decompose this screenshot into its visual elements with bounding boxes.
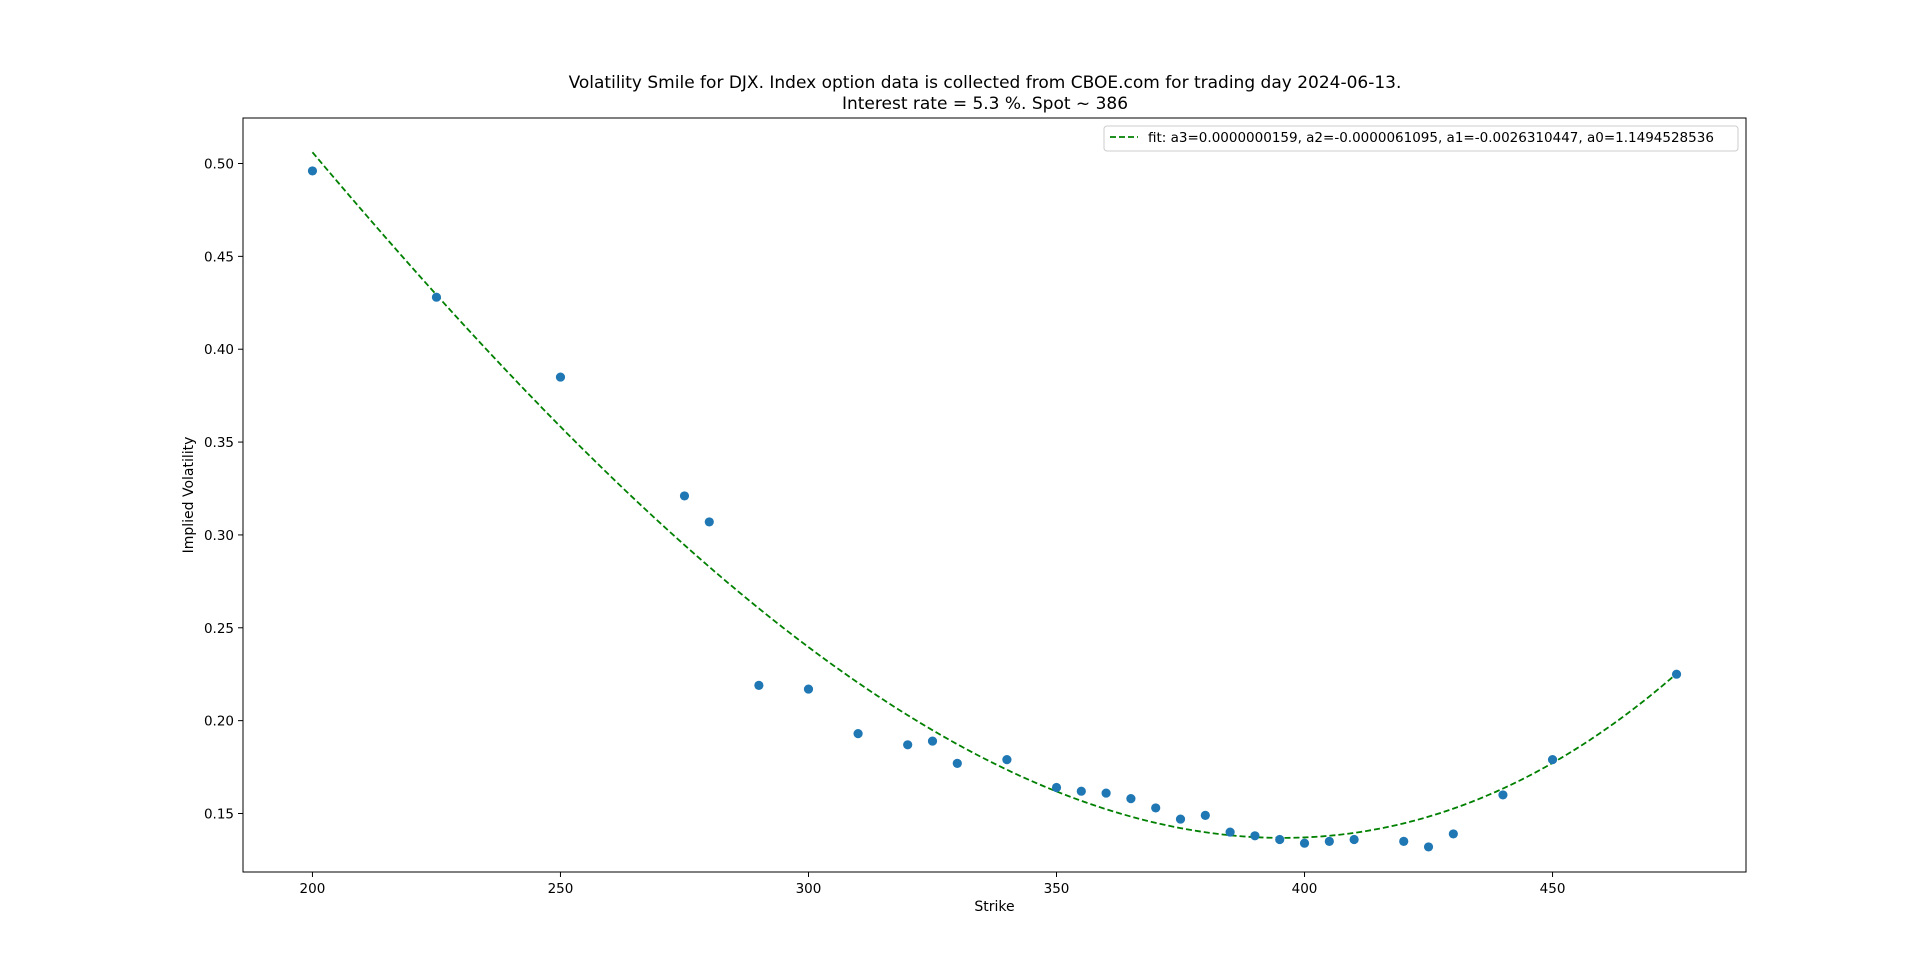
- legend-fit-label: fit: a3=0.0000000159, a2=-0.0000061095, …: [1148, 130, 1714, 146]
- x-tick-label: 200: [300, 881, 326, 897]
- data-point: [1250, 831, 1260, 841]
- data-point: [1051, 782, 1062, 793]
- chart-title-line-1: Volatility Smile for DJX. Index option d…: [569, 73, 1402, 93]
- data-point: [1101, 788, 1111, 798]
- y-tick-label: 0.15: [204, 807, 234, 823]
- y-tick-label: 0.45: [204, 249, 234, 265]
- data-point: [1299, 838, 1310, 848]
- data-point: [927, 736, 938, 746]
- data-point: [1324, 836, 1334, 846]
- fit-curve: [311, 151, 1678, 839]
- x-tick-label: 400: [1292, 881, 1318, 897]
- x-tick-label: 250: [548, 881, 574, 897]
- chart-title-line-2: Interest rate = 5.3 %. Spot ~ 386: [842, 94, 1128, 114]
- data-point: [679, 491, 690, 501]
- y-tick-label: 0.50: [204, 157, 234, 173]
- data-point: [1002, 755, 1012, 765]
- y-tick-label: 0.40: [204, 342, 234, 358]
- data-point: [1126, 794, 1136, 804]
- y-tick-label: 0.30: [204, 528, 234, 544]
- data-point: [1671, 669, 1682, 679]
- data-point: [1151, 803, 1161, 813]
- data-point: [1275, 834, 1285, 845]
- data-point: [1349, 834, 1359, 845]
- y-axis: 0.15 0.20 0.25 0.30 0.35 0.40 0.45 0.50: [204, 157, 243, 823]
- data-point: [1423, 842, 1434, 852]
- data-point: [1076, 786, 1086, 796]
- data-point: [952, 758, 962, 768]
- y-tick-label: 0.20: [204, 714, 234, 730]
- x-axis: 200 250 300 350 400 450: [300, 872, 1566, 897]
- data-point: [754, 680, 764, 690]
- legend-box: [1103, 125, 1739, 152]
- data-point: [431, 292, 442, 302]
- data-point: [1200, 810, 1210, 820]
- x-tick-label: 300: [796, 881, 822, 897]
- x-axis-label: Strike: [974, 899, 1014, 915]
- data-point: [903, 740, 913, 750]
- data-point: [1175, 814, 1186, 824]
- y-axis-label: Implied Volatility: [181, 437, 197, 554]
- data-point: [1498, 790, 1508, 800]
- y-tick-label: 0.35: [204, 435, 234, 451]
- x-tick-label: 350: [1044, 881, 1070, 897]
- data-point: [1225, 827, 1235, 837]
- legend: fit: a3=0.0000000159, a2=-0.0000061095, …: [1103, 125, 1739, 152]
- data-point: [1448, 829, 1458, 839]
- data-point: [555, 372, 566, 382]
- plot-frame: [242, 117, 1747, 873]
- data-point: [1399, 836, 1409, 846]
- data-point: [1547, 755, 1558, 765]
- x-tick-label: 450: [1540, 881, 1566, 897]
- data-point: [307, 166, 318, 176]
- y-tick-label: 0.25: [204, 621, 234, 637]
- data-point: [704, 517, 714, 527]
- plot-area: [307, 151, 1682, 852]
- data-point: [853, 729, 863, 739]
- data-point: [803, 684, 814, 694]
